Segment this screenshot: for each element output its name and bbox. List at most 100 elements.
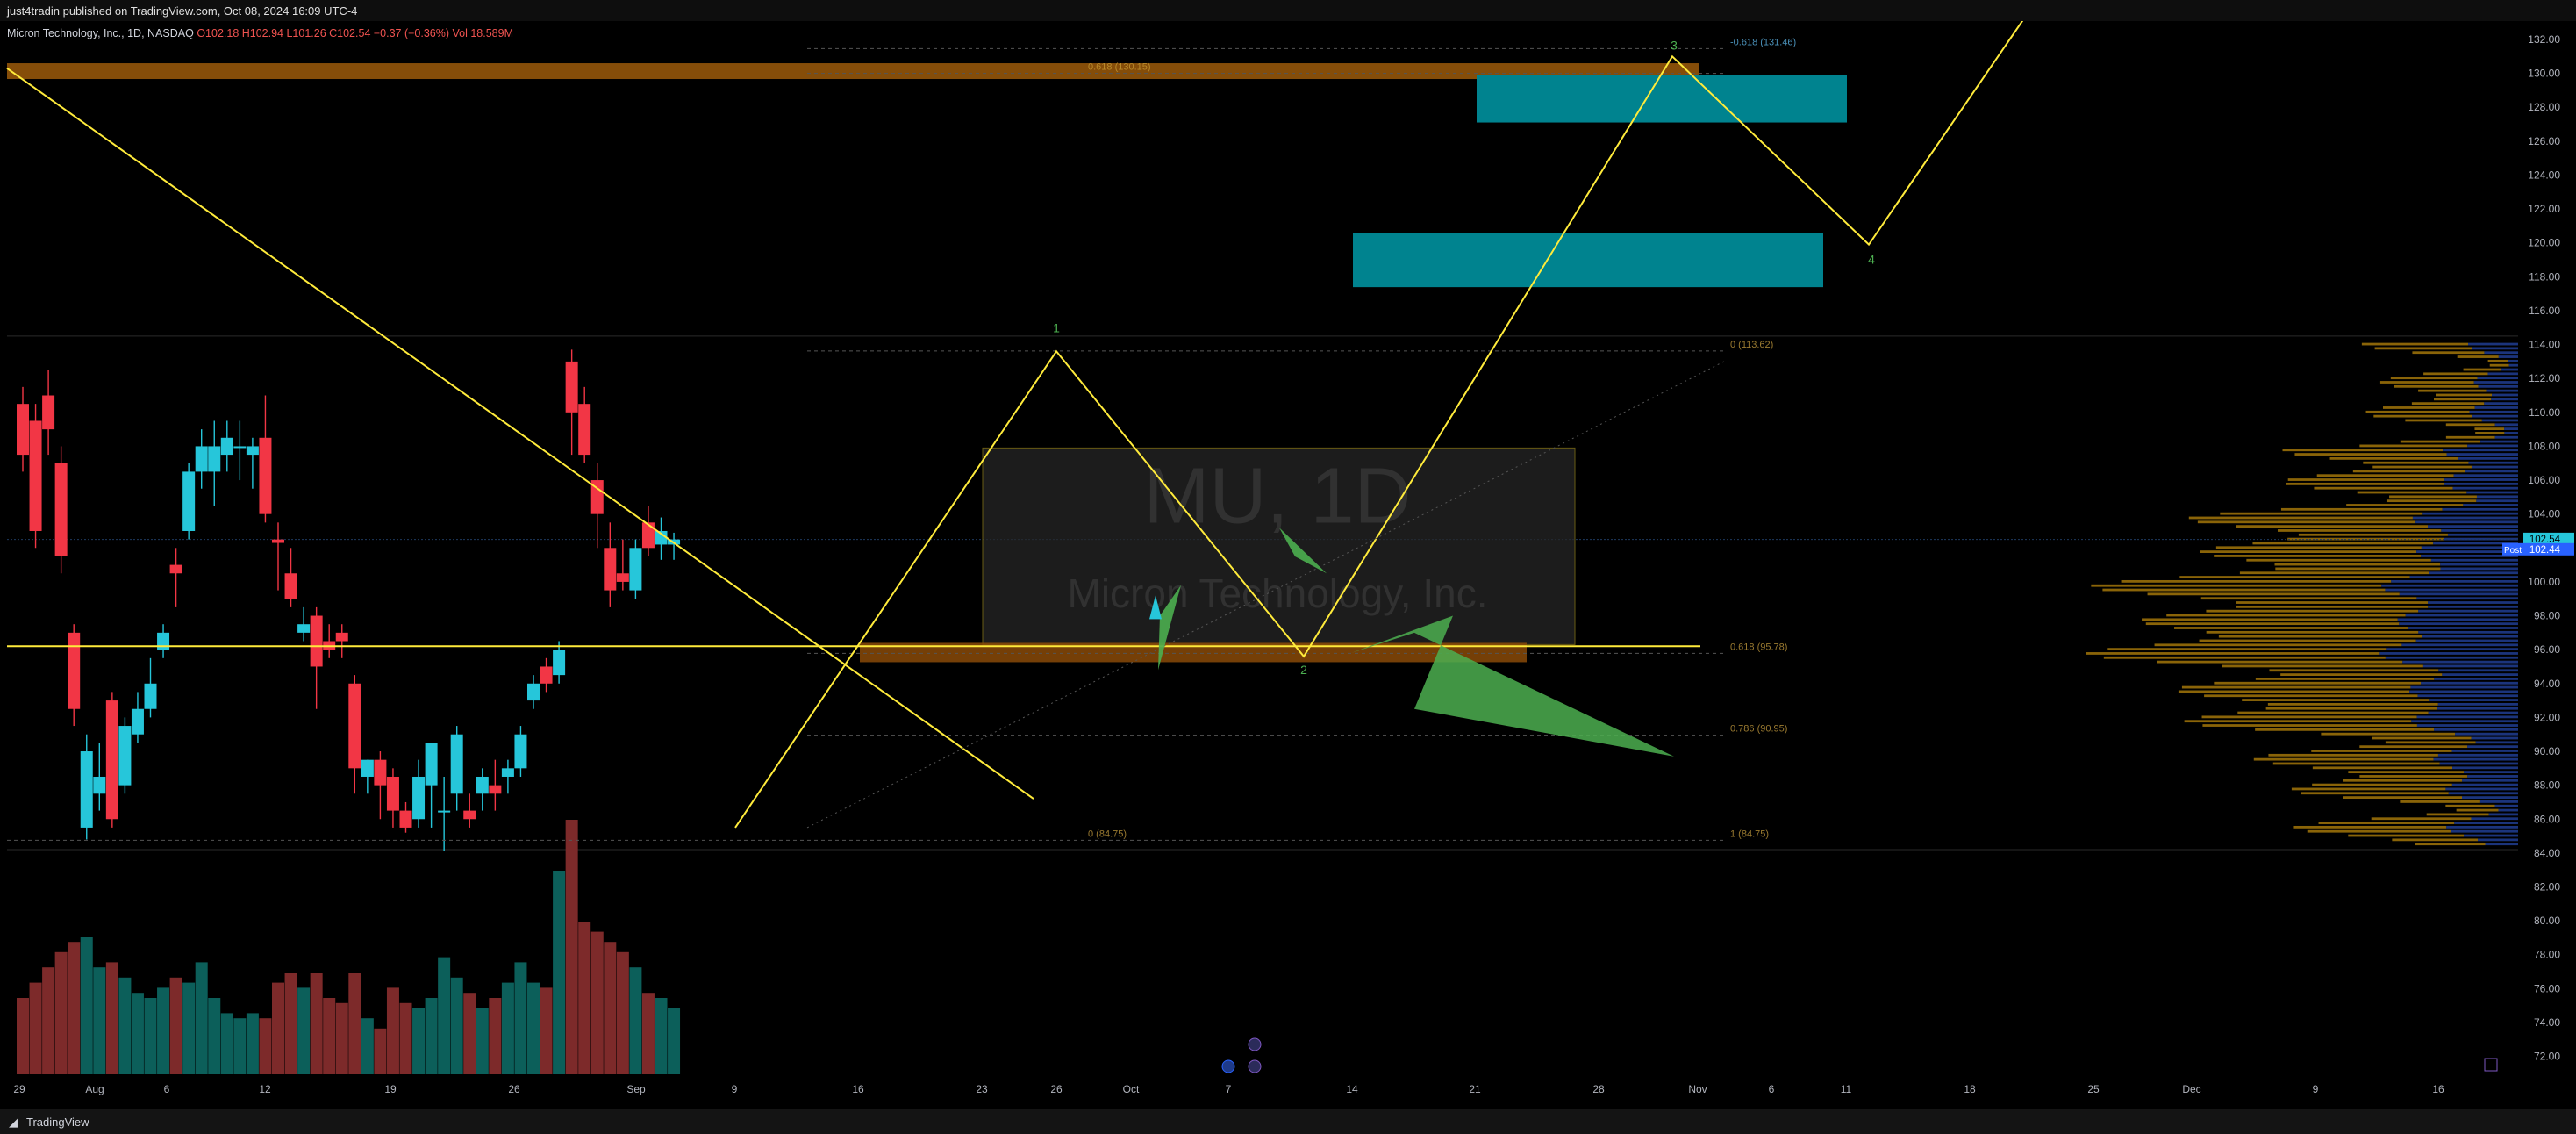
profile-bar-down	[2486, 389, 2518, 392]
profile-bar-up	[2184, 720, 2412, 723]
volume-bar	[374, 1028, 387, 1074]
profile-bar-down	[2504, 432, 2518, 434]
candle-body	[590, 480, 604, 514]
profile-bar-up	[2357, 491, 2467, 494]
profile-bar-up	[2174, 627, 2408, 629]
profile-bar-up	[2445, 423, 2495, 427]
volume-bar	[348, 973, 361, 1074]
profile-bar-down	[2421, 681, 2518, 685]
profile-bar-down	[2391, 579, 2518, 583]
profile-bar-up	[2280, 507, 2443, 511]
candle-body	[284, 573, 297, 599]
profile-bar-down	[2473, 381, 2518, 384]
profile-bar-up	[2246, 558, 2431, 562]
profile-bar-down	[2467, 775, 2518, 778]
target-box-upper	[1477, 75, 1847, 123]
candle-body	[527, 683, 540, 701]
profile-bar-down	[2410, 685, 2518, 689]
profile-bar-down	[2430, 558, 2518, 562]
profile-bar-up	[2222, 664, 2423, 668]
profile-bar-down	[2429, 699, 2518, 701]
volume-bar	[29, 982, 42, 1074]
profile-bar-up	[2423, 372, 2488, 376]
price-tick-label: 104.00	[2528, 508, 2560, 520]
price-tick-label: 120.00	[2528, 237, 2560, 249]
last-price-tag	[2523, 532, 2574, 545]
profile-bar-down	[2447, 533, 2518, 536]
profile-bar-up	[2445, 804, 2495, 807]
green-arrow-up	[1158, 585, 1181, 671]
volume-bar	[578, 922, 591, 1074]
profile-bar-down	[2409, 576, 2518, 578]
profile-bar-up	[2359, 745, 2468, 749]
elliott-wave-path	[734, 21, 2024, 829]
profile-bar-up	[2154, 643, 2402, 647]
profile-bar-down	[2492, 393, 2518, 397]
profile-bar-up	[2145, 622, 2400, 626]
candle-body	[450, 734, 463, 794]
profile-bar-up	[2489, 363, 2509, 367]
candle-body	[93, 776, 106, 794]
consolidation-box	[982, 447, 1576, 645]
fib-level-label: 0.618 (95.78)	[1730, 642, 1787, 652]
time-tick-label: Oct	[1123, 1083, 1140, 1095]
profile-bar-up	[2157, 660, 2403, 664]
profile-bar-up	[2487, 359, 2508, 362]
candle-body	[182, 471, 196, 531]
profile-bar-down	[2478, 838, 2518, 842]
price-tick-label: 94.00	[2534, 678, 2560, 690]
volume-bar	[131, 993, 144, 1074]
profile-bar-up	[2343, 779, 2463, 782]
candle-body	[565, 361, 578, 413]
time-tick-label: 28	[1592, 1083, 1605, 1095]
candle-body	[476, 776, 489, 794]
volume-bar	[540, 987, 553, 1074]
profile-bar-down	[2434, 728, 2518, 731]
profile-bar-down	[2440, 563, 2518, 566]
volume-bar	[450, 977, 463, 1074]
volume-bar	[54, 951, 68, 1074]
profile-bar-down	[2472, 347, 2518, 350]
profile-bar-down	[2433, 757, 2518, 761]
profile-bar-down	[2437, 707, 2518, 710]
price-tick-label: 84.00	[2534, 847, 2560, 859]
volume-bar	[514, 962, 527, 1074]
profile-bar-down	[2491, 398, 2518, 401]
profile-bar-up	[2237, 711, 2429, 714]
profile-bar-up	[2386, 499, 2477, 503]
time-tick-label: 29	[13, 1083, 25, 1095]
volume-bar	[259, 1018, 272, 1074]
profile-bar-down	[2418, 609, 2518, 613]
profile-bar-down	[2462, 796, 2518, 799]
volume-bar	[501, 982, 514, 1074]
candle-body	[412, 776, 426, 820]
profile-bar-up	[2365, 410, 2470, 413]
time-tick-label: 9	[732, 1083, 738, 1095]
profile-bar-down	[2508, 359, 2518, 362]
price-tick-label: 114.00	[2529, 339, 2560, 351]
profile-bar-up	[2359, 775, 2468, 778]
symbol-name: Micron Technology, Inc., 1D, NASDAQ	[7, 27, 194, 39]
profile-bar-down	[2428, 605, 2518, 608]
fib-level-label: 0 (113.62)	[1730, 340, 1773, 350]
price-chart[interactable]: MU, 1D Micron Technology, Inc. -0.618 (13…	[0, 21, 2576, 1108]
volume-bar	[93, 967, 106, 1074]
volume-bar	[220, 1013, 233, 1074]
profile-bar-up	[2301, 792, 2449, 795]
profile-bar-up	[2314, 486, 2453, 490]
volume-bar	[361, 1018, 374, 1074]
volume-bar	[655, 998, 668, 1074]
candle-body	[169, 564, 182, 574]
profile-bar-up	[2147, 592, 2400, 596]
profile-bar-down	[2422, 512, 2518, 515]
volume-bar	[233, 1018, 247, 1074]
volume-bar	[489, 998, 502, 1074]
flash-icon	[1248, 1059, 1262, 1073]
profile-bar-down	[2476, 499, 2518, 503]
profile-bar-down	[2385, 588, 2518, 592]
profile-bar-up	[2188, 516, 2413, 520]
profile-bar-down	[2488, 813, 2518, 816]
profile-bar-up	[2392, 838, 2479, 842]
time-tick-label: 18	[1964, 1083, 1976, 1095]
volume-bar	[157, 987, 170, 1074]
